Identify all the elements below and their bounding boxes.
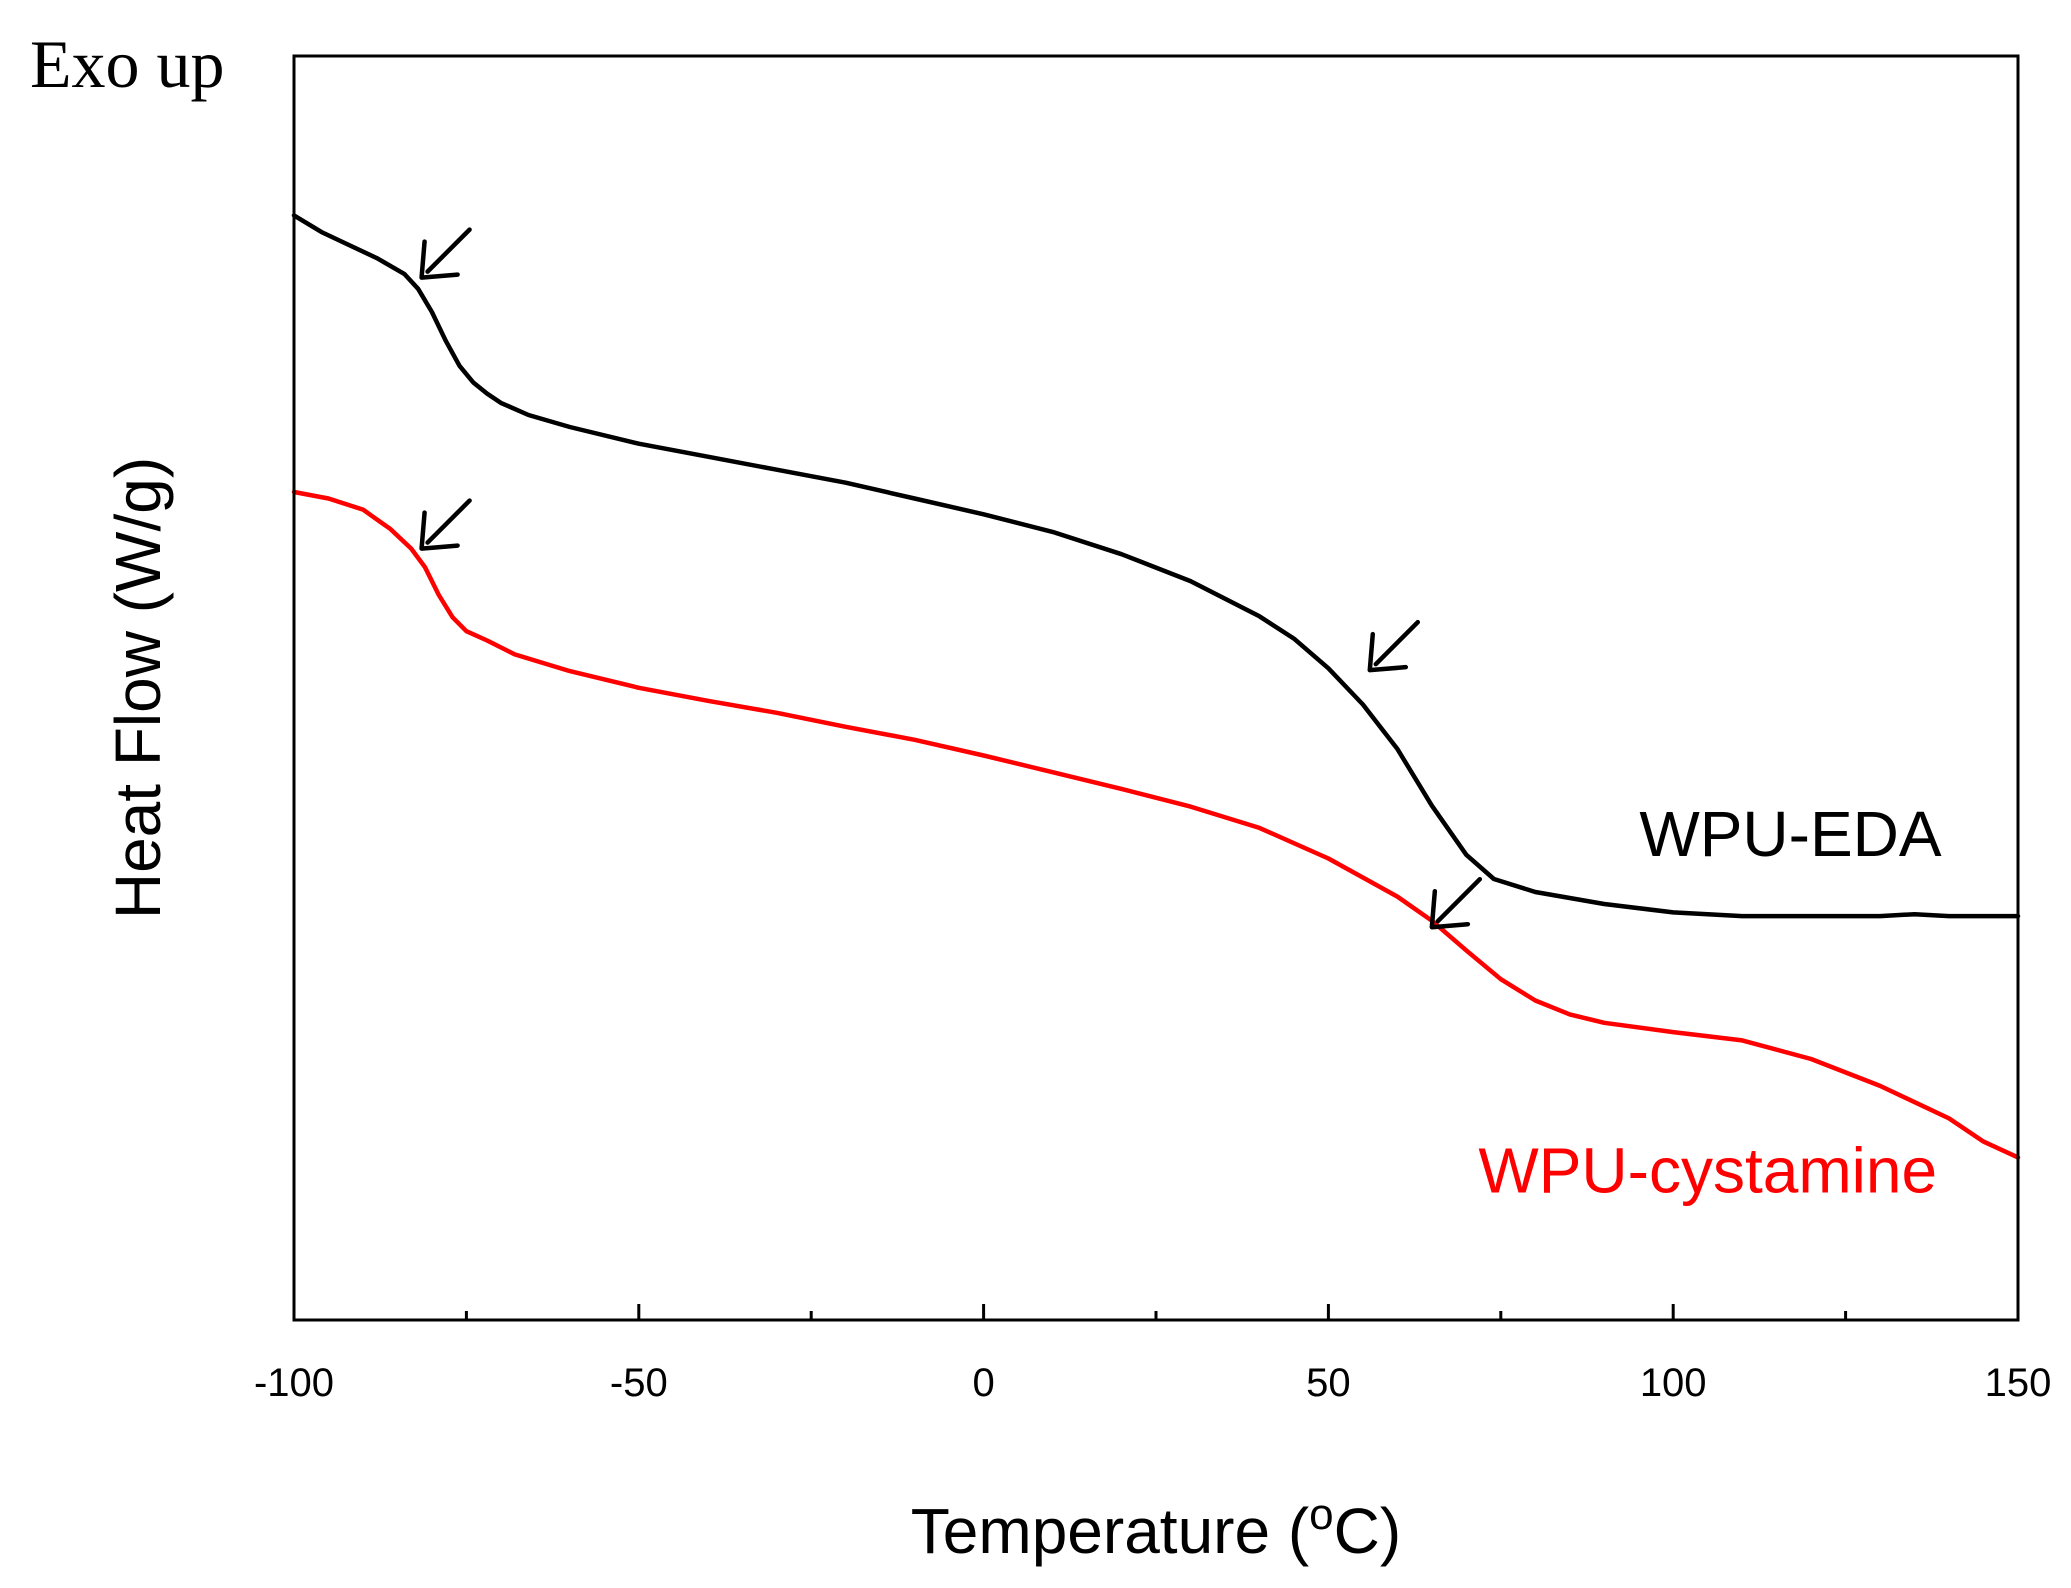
arrow-head (419, 510, 460, 551)
x-axis-title-main: Temperature ( (911, 1495, 1309, 1567)
x-axis-title-suffix: C) (1334, 1495, 1402, 1567)
series-label-wpu-cystamine: WPU-cystamine (1478, 1135, 1937, 1207)
arrow-layer (419, 227, 1483, 930)
series-line-wpu-eda (291, 213, 2021, 919)
arrow-icon (419, 498, 472, 551)
arrow-head (1367, 631, 1409, 673)
arrow-head (419, 239, 460, 280)
plot-frame (292, 54, 2020, 1322)
arrow-icon (1367, 619, 1421, 673)
x-tick-label: -100 (254, 1361, 334, 1405)
series-line-wpu-cystamine (291, 489, 2021, 1160)
arrow-icon (419, 227, 472, 280)
arrow-shaft (1435, 876, 1483, 924)
series-labels: WPU-EDA WPU-cystamine (1478, 798, 1942, 1207)
x-tick-label: -50 (610, 1361, 668, 1405)
exo-up-label: Exo up (30, 26, 225, 102)
x-axis-ticks: -100 -50 0 50 100 150 (254, 1304, 2051, 1405)
x-axis-title: Temperature (oC) (911, 1490, 1401, 1568)
x-axis-title-superscript: o (1309, 1490, 1333, 1539)
x-tick-label: 0 (972, 1361, 994, 1405)
series-label-wpu-eda: WPU-EDA (1639, 798, 1942, 870)
y-axis-title: Heat Flow (W/g) (102, 457, 174, 919)
arrow-icon (1429, 876, 1483, 930)
arrow-head (1429, 888, 1471, 930)
series-layer (291, 213, 2021, 1160)
x-tick-label: 150 (1985, 1361, 2052, 1405)
arrow-shaft (1373, 619, 1421, 667)
x-tick-label: 100 (1640, 1361, 1707, 1405)
arrow-shaft (425, 498, 472, 545)
x-tick-label: 50 (1306, 1361, 1351, 1405)
arrow-shaft (425, 227, 472, 274)
